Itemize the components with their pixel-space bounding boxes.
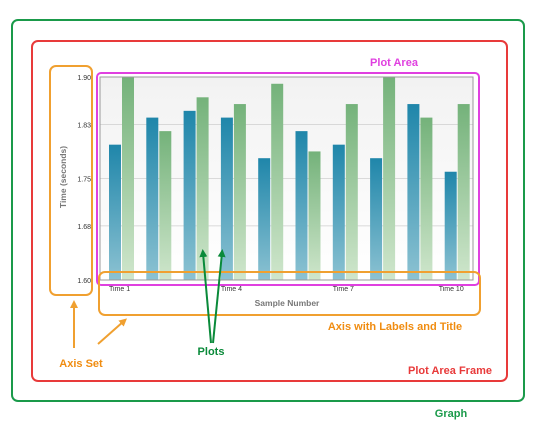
y-tick-label: 1.68	[77, 224, 91, 231]
axis-labels-label: Axis with Labels and Title	[328, 321, 462, 333]
bar-blue	[332, 144, 345, 280]
plots-label: Plots	[198, 346, 225, 358]
bar-green	[196, 97, 209, 280]
bar-blue	[220, 117, 233, 280]
y-tick-label: 1.75	[77, 177, 91, 184]
x-tick-label: Time 10	[439, 286, 464, 293]
y-tick-label: 1.90	[77, 75, 91, 82]
plot-area-box	[96, 72, 480, 286]
bar-blue	[146, 117, 159, 280]
y-axis-title: Time (seconds)	[58, 146, 68, 208]
axis-set-label: Axis Set	[59, 358, 103, 370]
axis-labels-arrow	[97, 318, 127, 345]
bars-group	[109, 77, 470, 281]
y-tick-label: 1.83	[77, 122, 91, 129]
bar-blue	[370, 158, 383, 280]
bar-green	[383, 77, 396, 280]
bar-green	[457, 104, 470, 280]
bar-green	[420, 117, 433, 280]
bar-blue	[109, 144, 121, 280]
plots-arrow-1	[199, 249, 212, 344]
bar-blue	[444, 171, 457, 280]
x-axis-title: Sample Number	[255, 298, 320, 308]
bar-green	[271, 83, 284, 281]
chart-border	[99, 76, 474, 281]
graph-label: Graph	[435, 408, 468, 420]
x-tick-label: Time 7	[333, 286, 354, 293]
bar-green	[308, 151, 321, 280]
bar-blue	[295, 131, 308, 280]
plot-area-frame-label: Plot Area Frame	[408, 365, 492, 377]
x-tick-label: Time 4	[221, 286, 242, 293]
axis-set-box	[49, 65, 93, 296]
bar-green	[233, 104, 246, 280]
bar-blue	[183, 110, 196, 280]
x-axis-box	[98, 271, 481, 316]
bar-blue	[258, 158, 271, 280]
plots-arrow-2	[212, 249, 226, 344]
x-tick-labels: Time 1 Time 4 Time 7 Time 10	[109, 286, 464, 293]
bar-green	[122, 77, 134, 280]
bar-blue	[407, 104, 420, 280]
bar-green	[159, 131, 172, 280]
y-tick-labels: 1.90 1.83 1.75 1.68 1.60	[77, 75, 91, 285]
y-tick-label: 1.60	[77, 278, 91, 285]
plot-area-frame	[31, 40, 508, 382]
x-tick-label: Time 1	[109, 286, 130, 293]
graph-frame	[11, 19, 525, 402]
plot-area-label: Plot Area	[370, 57, 419, 69]
bar-green	[345, 104, 358, 280]
